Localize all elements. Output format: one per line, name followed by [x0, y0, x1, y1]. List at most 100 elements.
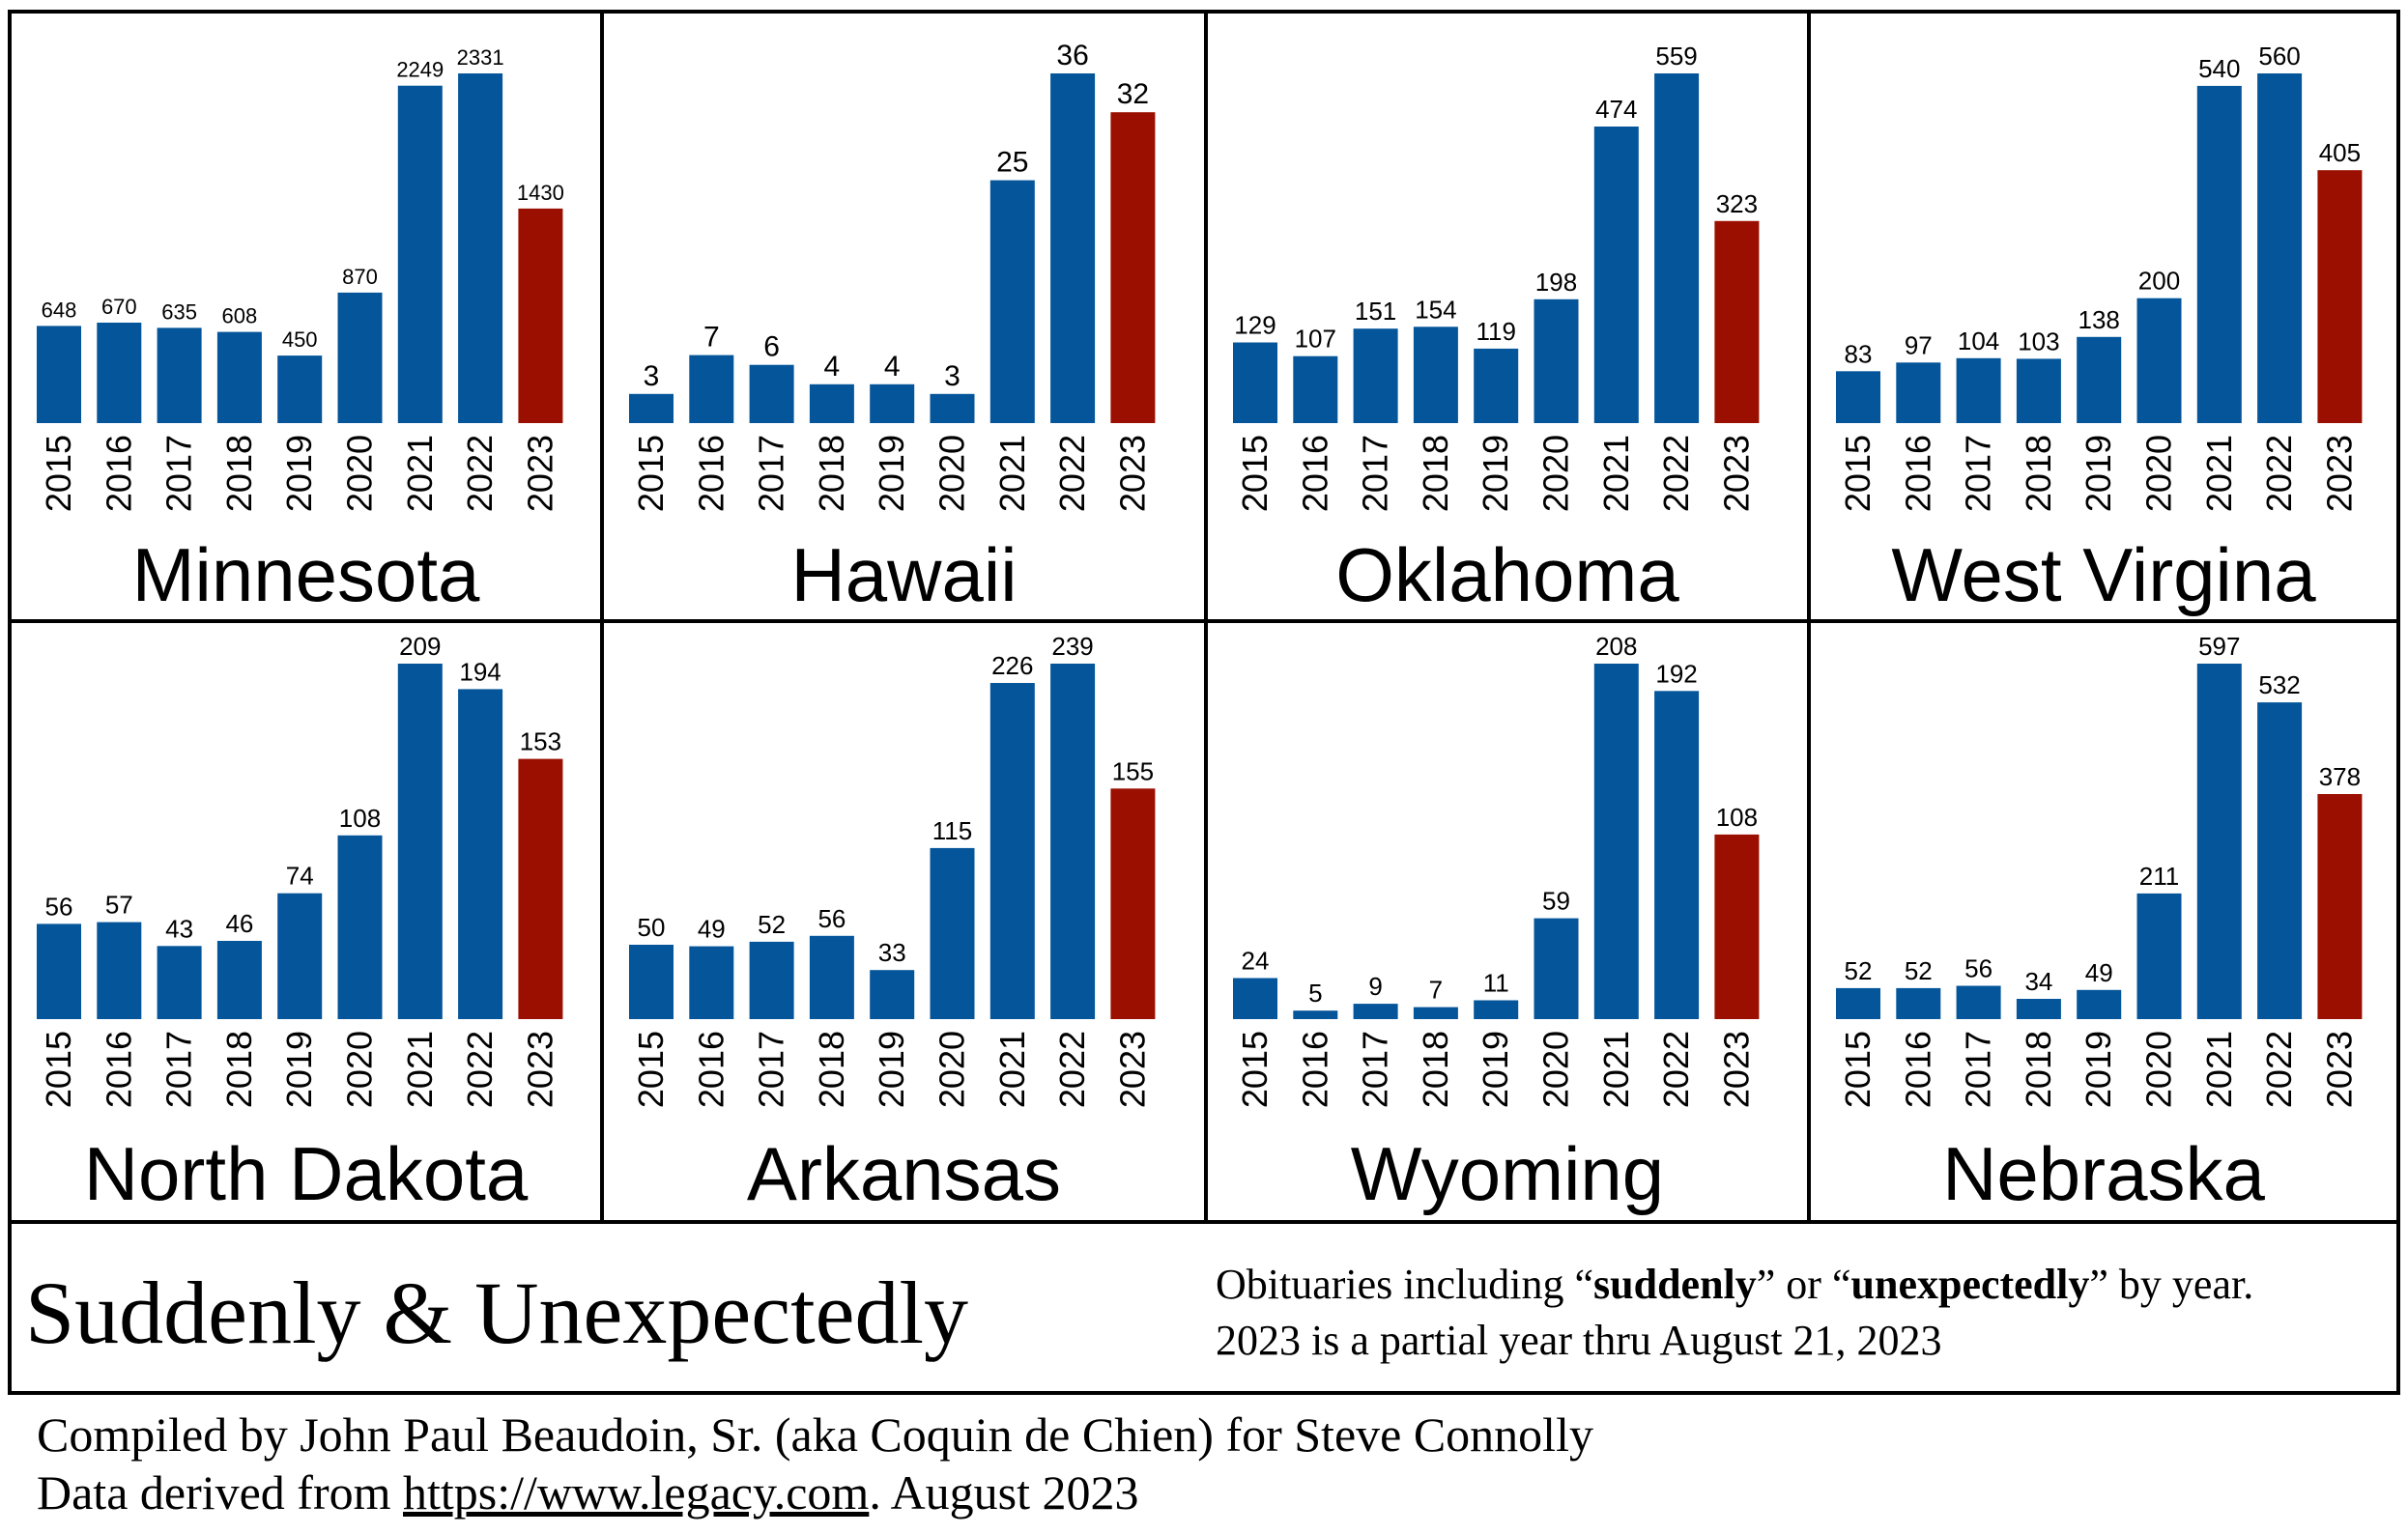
- bar-2016: [1896, 987, 1941, 1019]
- tick-label: 2015: [1235, 1031, 1275, 1108]
- credit-line-2: Data derived from https://www.legacy.com…: [37, 1465, 1139, 1520]
- bar-2021: [397, 664, 443, 1019]
- bar-2023: [1714, 220, 1760, 423]
- bar-2015: [1233, 978, 1277, 1019]
- data-label: 2249: [396, 58, 444, 82]
- data-label: 52: [758, 910, 786, 939]
- bar-2016: [97, 922, 142, 1019]
- tick-label: 2016: [99, 1031, 138, 1108]
- bar-2015: [37, 923, 81, 1019]
- bar-2018: [809, 384, 854, 423]
- data-label: 5: [1308, 979, 1322, 1008]
- tick-label: 2018: [2019, 435, 2058, 512]
- data-label: 4: [824, 351, 841, 383]
- data-label: 3: [644, 360, 660, 392]
- bar-2016: [689, 355, 734, 423]
- panel-title: Hawaii: [790, 532, 1017, 617]
- bar-2019: [2077, 989, 2122, 1019]
- tick-label: 2015: [1838, 435, 1878, 512]
- bar-2021: [2196, 664, 2242, 1019]
- data-label: 56: [1964, 954, 1992, 983]
- bar-2015: [629, 945, 674, 1019]
- bar-2019: [1474, 348, 1519, 423]
- tick-label: 2019: [1476, 1031, 1515, 1108]
- panel-north-dakota: 56 2015 57 2016 43 2017 46 2018 74 2019 108 2020 209…: [37, 632, 563, 1216]
- data-label: 3: [944, 360, 960, 392]
- tick-label: 2020: [340, 435, 380, 512]
- bar-2018: [2016, 999, 2061, 1019]
- data-label: 103: [2018, 327, 2059, 355]
- data-label: 56: [45, 892, 73, 921]
- data-label: 474: [1595, 95, 1637, 124]
- data-label: 108: [1716, 803, 1758, 832]
- data-label: 83: [1845, 339, 1873, 368]
- tick-label: 2021: [1596, 1031, 1636, 1108]
- bar-2017: [749, 941, 794, 1019]
- bar-2022: [458, 689, 503, 1019]
- tick-label: 2017: [1356, 1031, 1395, 1108]
- data-label: 43: [165, 914, 193, 943]
- bar-2023: [1714, 834, 1760, 1019]
- bar-2018: [1413, 1007, 1458, 1019]
- legacy-link[interactable]: https://www.legacy.com: [403, 1465, 869, 1520]
- tick-label: 2019: [279, 1031, 319, 1108]
- tick-label: 2019: [872, 435, 911, 512]
- data-label: 153: [520, 727, 561, 756]
- bar-2017: [157, 946, 202, 1019]
- panel-title: Oklahoma: [1335, 532, 1679, 617]
- tick-label: 2021: [400, 1031, 440, 1108]
- bar-2020: [930, 847, 975, 1019]
- bar-2018: [809, 935, 854, 1019]
- tick-label: 2017: [752, 1031, 791, 1108]
- panel-wyoming: 24 2015 5 2016 9 2017 7 2018 11 2019 59 2020 208 2021…: [1233, 632, 1760, 1216]
- tick-label: 2017: [1959, 1031, 1998, 1108]
- tick-label: 2018: [1416, 435, 1455, 512]
- note-line-1: Obituaries including “suddenly” or “unex…: [1216, 1261, 2253, 1308]
- bar-2015: [37, 326, 81, 423]
- tick-label: 2016: [1898, 1031, 1937, 1108]
- data-label: 33: [878, 938, 906, 967]
- bar-2021: [1593, 664, 1639, 1019]
- tick-label: 2023: [520, 1031, 559, 1108]
- tick-label: 2018: [2019, 1031, 2058, 1108]
- bar-2017: [749, 364, 794, 423]
- data-label: 49: [698, 915, 726, 944]
- data-label: 405: [2319, 138, 2361, 167]
- panel-nebraska: 52 2015 52 2016 56 2017 34 2018 49 2019 211 2020 597…: [1836, 632, 2363, 1216]
- bar-2023: [2317, 794, 2363, 1019]
- data-label: 2331: [457, 45, 504, 70]
- tick-label: 2018: [219, 1031, 259, 1108]
- note-keyword-suddenly: suddenly: [1593, 1261, 1757, 1308]
- note-part-1: Obituaries including “: [1216, 1261, 1593, 1308]
- data-label: 46: [225, 909, 253, 938]
- tick-label: 2015: [1235, 435, 1275, 512]
- main-title: Suddenly & Unexpectedly: [25, 1264, 968, 1362]
- tick-label: 2017: [1356, 435, 1395, 512]
- data-label: 209: [399, 632, 441, 661]
- data-label: 4: [884, 351, 901, 383]
- data-label: 198: [1535, 268, 1577, 297]
- bar-2019: [870, 384, 915, 423]
- data-label: 559: [1655, 42, 1697, 71]
- data-label: 597: [2198, 632, 2240, 661]
- panel-title: Minnesota: [132, 532, 480, 617]
- data-label: 560: [2258, 42, 2300, 71]
- bar-2016: [689, 946, 734, 1019]
- data-label: 151: [1355, 297, 1396, 326]
- tick-label: 2016: [1898, 435, 1937, 512]
- tick-label: 2016: [1295, 435, 1334, 512]
- tick-label: 2019: [1476, 435, 1515, 512]
- data-label: 97: [1905, 330, 1933, 359]
- bar-2022: [2257, 73, 2303, 423]
- tick-label: 2018: [1416, 1031, 1455, 1108]
- data-label: 648: [42, 298, 77, 322]
- bar-2021: [989, 683, 1035, 1019]
- bar-2015: [1233, 342, 1277, 423]
- tick-label: 2023: [1112, 1031, 1152, 1108]
- tick-label: 2016: [691, 1031, 731, 1108]
- data-label: 211: [2139, 862, 2179, 891]
- bar-2019: [1474, 1000, 1519, 1019]
- data-label: 670: [101, 295, 137, 319]
- data-label: 608: [222, 304, 258, 328]
- panel-hawaii: 3 2015 7 2016 6 2017 4 2018 4 2019 3 2020 25 2021 36 20…: [629, 40, 1156, 617]
